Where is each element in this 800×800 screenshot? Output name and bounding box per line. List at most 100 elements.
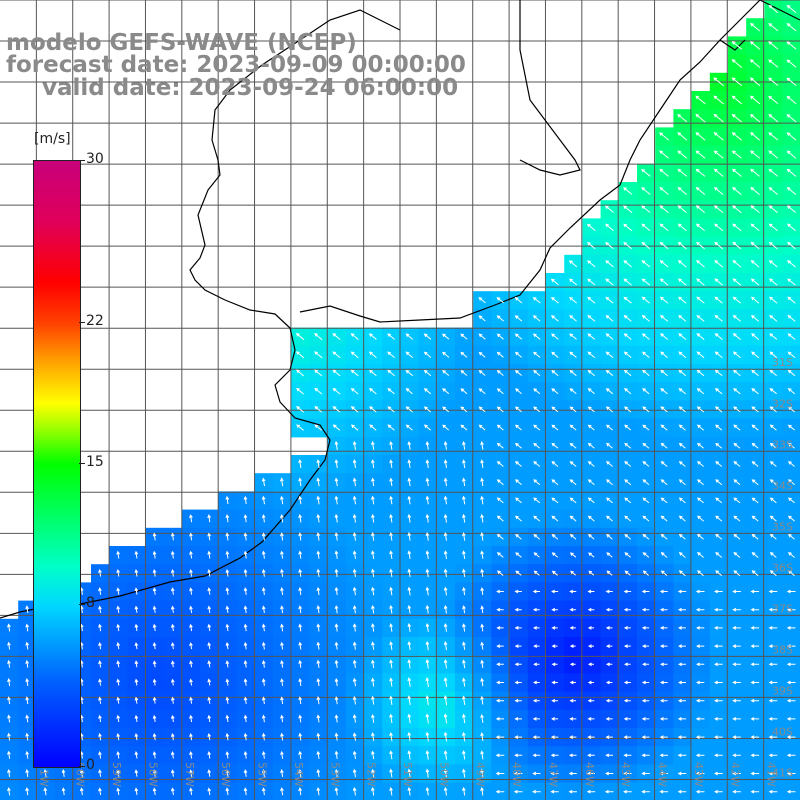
- wind-arrow: [551, 698, 558, 703]
- wind-arrow: [659, 771, 669, 776]
- wind-arrow: [514, 589, 522, 594]
- wind-arrow: [551, 461, 559, 467]
- wind-arrow: [732, 186, 742, 195]
- wind-arrow: [7, 623, 11, 632]
- wind-arrow: [769, 442, 777, 449]
- wind-arrow: [407, 695, 412, 706]
- wind-arrow: [480, 532, 484, 541]
- wind-arrow: [480, 695, 484, 705]
- wind-arrow: [623, 388, 632, 395]
- wind-arrow: [371, 459, 375, 468]
- wind-arrow: [98, 769, 102, 777]
- wind-arrow: [515, 570, 522, 576]
- wind-arrow: [624, 662, 631, 667]
- wind-arrow: [660, 388, 668, 395]
- wind-arrow: [371, 586, 375, 596]
- wind-arrow: [515, 552, 522, 558]
- wind-arrow: [496, 533, 504, 540]
- wind-arrow: [532, 698, 540, 703]
- wind-arrow: [532, 333, 541, 340]
- wind-arrow: [751, 515, 759, 522]
- wind-arrow: [623, 644, 631, 648]
- wind-arrow: [152, 769, 157, 777]
- wind-arrow: [480, 568, 484, 577]
- wind-arrow: [243, 732, 248, 741]
- wind-arrow: [642, 442, 650, 449]
- wind-arrow: [697, 515, 704, 522]
- wind-arrow: [659, 680, 668, 685]
- wind-arrow: [332, 369, 341, 377]
- wind-arrow: [659, 698, 668, 703]
- wind-arrow: [496, 442, 504, 449]
- wind-arrow: [462, 623, 466, 632]
- wind-arrow: [116, 550, 120, 559]
- wind-arrow: [496, 644, 504, 648]
- wind-arrow: [462, 513, 466, 523]
- wind-arrow: [207, 568, 211, 577]
- wind-arrow: [334, 586, 339, 596]
- wind-arrow: [768, 589, 778, 594]
- wind-arrow: [587, 333, 596, 340]
- wind-arrow: [225, 678, 230, 686]
- wind-arrow: [623, 369, 632, 377]
- wind-arrow: [769, 533, 777, 540]
- wind-arrow: [695, 735, 705, 739]
- wind-arrow: [298, 787, 302, 796]
- wind-arrow: [189, 678, 193, 686]
- wind-arrow: [425, 750, 430, 760]
- wind-arrow: [350, 424, 359, 431]
- wind-arrow: [677, 735, 687, 739]
- wind-arrow: [623, 296, 632, 304]
- wind-arrow: [61, 769, 66, 777]
- wind-arrow: [678, 626, 686, 630]
- wind-arrow: [551, 388, 559, 395]
- valid-date: valid date: 2023-09-24 06:00:00: [42, 75, 459, 101]
- wind-arrow: [280, 750, 284, 759]
- wind-arrow: [425, 786, 430, 796]
- wind-arrow: [225, 514, 230, 523]
- wind-arrow: [695, 753, 705, 758]
- wind-arrow: [295, 351, 305, 359]
- wind-arrow: [423, 351, 432, 358]
- wind-arrow: [732, 735, 741, 739]
- wind-arrow: [225, 605, 230, 613]
- wind-arrow: [280, 678, 284, 686]
- wind-arrow: [606, 461, 613, 467]
- wind-arrow: [678, 533, 686, 540]
- wind-arrow: [495, 698, 504, 703]
- wind-arrow: [623, 187, 633, 195]
- wind-arrow: [134, 769, 139, 777]
- wind-arrow: [480, 495, 484, 505]
- wind-arrow: [769, 515, 777, 522]
- wind-arrow: [750, 607, 760, 612]
- wind-arrow: [261, 714, 266, 723]
- wind-arrow: [152, 568, 157, 577]
- wind-arrow: [732, 369, 741, 377]
- wind-arrow: [715, 533, 723, 540]
- wind-arrow: [7, 768, 11, 778]
- wind-arrow: [243, 532, 248, 541]
- wind-arrow: [551, 717, 559, 721]
- wind-arrow: [98, 696, 102, 704]
- wind-arrow: [587, 607, 595, 612]
- wind-arrow: [389, 695, 393, 705]
- wind-arrow: [751, 406, 759, 413]
- wind-arrow: [697, 570, 704, 577]
- wind-arrow: [134, 550, 139, 559]
- wind-arrow: [116, 678, 121, 686]
- wind-arrow: [732, 241, 742, 250]
- wind-arrow: [569, 315, 577, 322]
- wind-arrow: [677, 589, 687, 594]
- wind-arrow: [587, 479, 595, 486]
- wind-arrow: [533, 626, 540, 630]
- wind-arrow: [768, 662, 778, 667]
- wind-arrow: [387, 369, 395, 377]
- wind-arrow: [407, 441, 412, 450]
- wind-arrow: [405, 406, 413, 413]
- wind-arrow: [25, 732, 29, 741]
- wind-arrow: [407, 786, 412, 796]
- colorbar: [33, 160, 81, 768]
- wind-arrow: [732, 278, 742, 286]
- wind-arrow: [389, 440, 393, 450]
- wind-arrow: [134, 714, 139, 722]
